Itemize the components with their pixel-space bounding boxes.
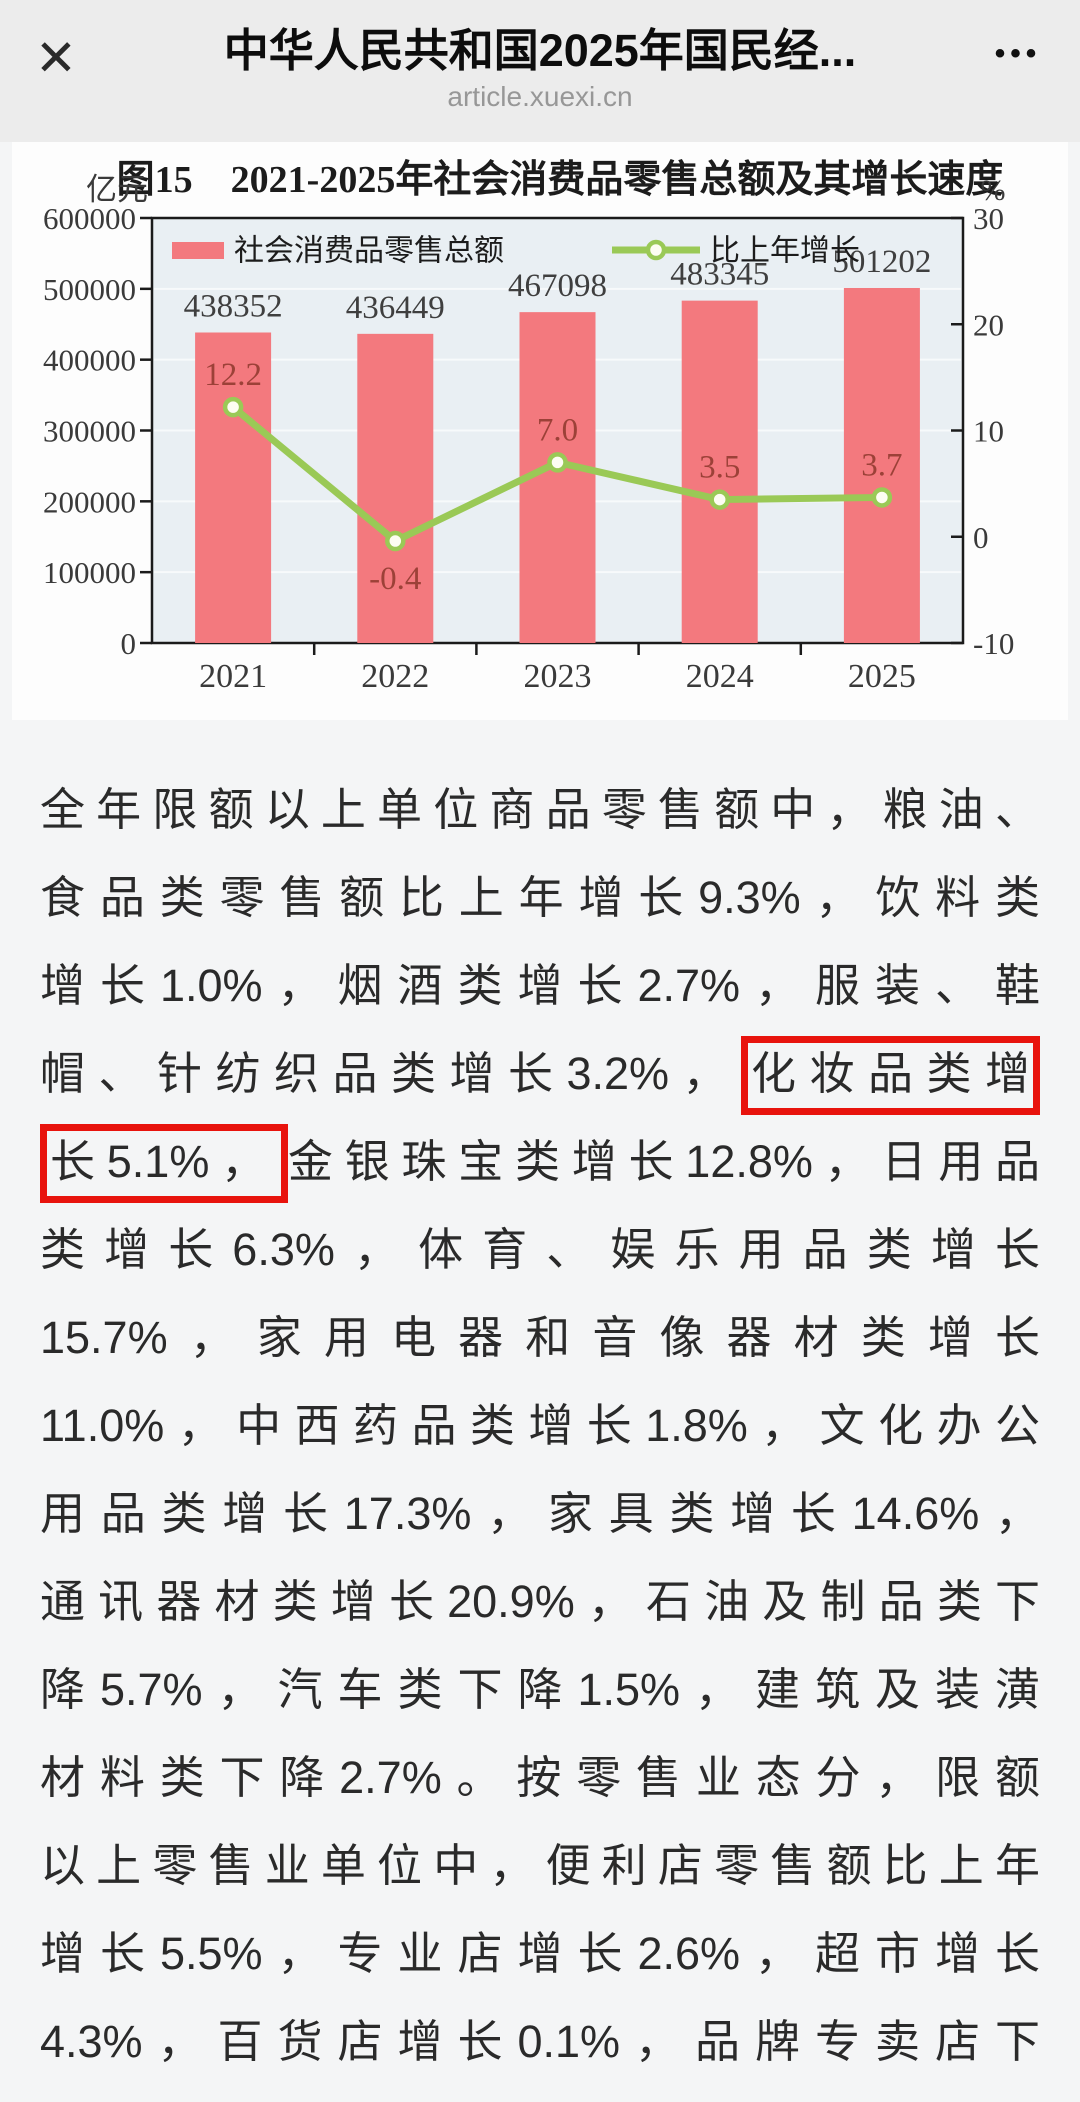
svg-text:501202: 501202	[832, 244, 931, 280]
highlight-box-segment: 长5.1%，	[40, 1124, 288, 1203]
text-line: 长5.1%， 金银珠宝类增长12.8%，日用品	[40, 1118, 1040, 1206]
svg-text:%: %	[981, 174, 1006, 207]
page-title: 中华人民共和国2025年国民经...	[223, 25, 857, 76]
text-line: 增长5.5%，专业店增长2.6%，超市增长	[40, 1910, 1040, 1998]
svg-text:2025: 2025	[848, 658, 916, 695]
text-segment: 降5.7%，汽车类下降1.5%，建筑及装潢	[40, 1664, 1040, 1715]
text-segment: 帽、针纺织品类增长3.2%，	[40, 1048, 742, 1099]
text-line: 帽、针纺织品类增长3.2%， 化妆品类增	[40, 1030, 1040, 1118]
text-line: 降5.7%，汽车类下降1.5%，建筑及装潢	[40, 1646, 1040, 1734]
more-menu-icon[interactable]: •••	[994, 37, 1042, 70]
text-line: 类增长6.3%，体育、娱乐用品类增长	[40, 1206, 1040, 1294]
svg-text:3.5: 3.5	[699, 450, 740, 486]
svg-text:30: 30	[973, 201, 1004, 236]
svg-text:300000: 300000	[43, 414, 136, 449]
text-segment: 增长1.0%，烟酒类增长2.7%，服装、鞋	[40, 960, 1040, 1011]
highlight-box-segment: 化妆品类增	[741, 1036, 1040, 1115]
svg-text:467098: 467098	[508, 268, 607, 304]
text-segment: 4.3%，百货店增长0.1%，品牌专卖店下	[40, 2016, 1040, 2067]
text-line: 食品类零售额比上年增长9.3%，饮料类	[40, 854, 1040, 942]
svg-text:比上年增长: 比上年增长	[710, 235, 860, 268]
text-segment: 全年限额以上单位商品零售额中，粮油、	[40, 784, 1040, 835]
svg-text:0: 0	[973, 520, 989, 555]
svg-text:438352: 438352	[184, 289, 283, 325]
text-line: 以上零售业单位中，便利店零售额比上年	[40, 1822, 1040, 1910]
svg-text:436449: 436449	[346, 290, 445, 326]
svg-text:2022: 2022	[361, 658, 429, 695]
svg-text:7.0: 7.0	[537, 412, 578, 448]
svg-text:3.7: 3.7	[861, 447, 902, 483]
text-line: 11.0%，中西药品类增长1.8%，文化办公	[40, 1382, 1040, 1470]
text-line: 用品类增长17.3%，家具类增长14.6%，	[40, 1470, 1040, 1558]
svg-text:2023: 2023	[524, 658, 592, 695]
svg-text:20: 20	[973, 307, 1004, 342]
text-segment: 11.0%，中西药品类增长1.8%，文化办公	[40, 1400, 1040, 1451]
svg-text:亿元: 亿元	[86, 172, 148, 207]
svg-text:483345: 483345	[670, 257, 769, 293]
text-segment: 用品类增长17.3%，家具类增长14.6%，	[40, 1488, 1040, 1539]
text-segment: 15.7%，家用电器和音像器材类增长	[40, 1312, 1040, 1363]
svg-text:12.2: 12.2	[204, 357, 262, 393]
svg-text:400000: 400000	[43, 343, 136, 378]
svg-text:0: 0	[121, 626, 137, 661]
text-segment: 金银珠宝类增长12.8%，日用品	[287, 1136, 1040, 1187]
close-icon[interactable]: ✕	[35, 30, 77, 86]
svg-text:-10: -10	[973, 626, 1014, 661]
browser-header: ✕ 中华人民共和国2025年国民经... ••• article.xuexi.c…	[0, 0, 1080, 142]
svg-text:-0.4: -0.4	[369, 561, 421, 597]
svg-text:10: 10	[973, 414, 1004, 449]
text-line: 全年限额以上单位商品零售额中，粮油、	[40, 766, 1040, 854]
chart-card: 图15 2021-2025年社会消费品零售总额及其增长速度 亿元% 600000 50…	[12, 142, 1068, 720]
text-segment: 类增长6.3%，体育、娱乐用品类增长	[40, 1224, 1040, 1275]
text-segment: 以上零售业单位中，便利店零售额比上年	[40, 1840, 1040, 1891]
svg-text:图15 2021-2025年社会消费品零售总额及其增长速度: 图15 2021-2025年社会消费品零售总额及其增长速度	[117, 159, 1004, 201]
text-line: 通讯器材类增长20.9%，石油及制品类下	[40, 1558, 1040, 1646]
text-segment: 通讯器材类增长20.9%，石油及制品类下	[40, 1576, 1040, 1627]
svg-text:100000: 100000	[43, 555, 136, 590]
article-body: 全年限额以上单位商品零售额中，粮油、 食品类零售额比上年增长9.3%，饮料类 增长1…	[0, 720, 1080, 2086]
svg-text:2021: 2021	[199, 658, 267, 695]
text-line: 15.7%，家用电器和音像器材类增长	[40, 1294, 1040, 1382]
text-segment: 增长5.5%，专业店增长2.6%，超市增长	[40, 1928, 1040, 1979]
text-segment: 材料类下降2.7%。按零售业态分，限额	[40, 1752, 1040, 1803]
svg-text:2024: 2024	[686, 658, 754, 695]
svg-text:500000: 500000	[43, 272, 136, 307]
svg-text:600000: 600000	[43, 201, 136, 236]
text-line: 增长1.0%，烟酒类增长2.7%，服装、鞋	[40, 942, 1040, 1030]
page-url: article.xuexi.cn	[447, 81, 633, 112]
text-line: 材料类下降2.7%。按零售业态分，限额	[40, 1734, 1040, 1822]
svg-text:社会消费品零售总额: 社会消费品零售总额	[234, 235, 504, 268]
text-segment: 食品类零售额比上年增长9.3%，饮料类	[40, 872, 1040, 923]
svg-text:200000: 200000	[43, 484, 136, 519]
text-line: 4.3%，百货店增长0.1%，品牌专卖店下	[40, 1998, 1040, 2086]
